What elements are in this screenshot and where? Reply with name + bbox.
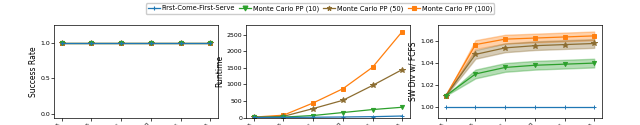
Y-axis label: Runtime: Runtime bbox=[215, 55, 224, 87]
Y-axis label: SW Div w/ FCFS: SW Div w/ FCFS bbox=[409, 42, 418, 101]
Legend: First-Come-First-Serve, Monte Carlo PP (10), Monte Carlo PP (50), Monte Carlo PP: First-Come-First-Serve, Monte Carlo PP (… bbox=[146, 3, 494, 14]
Y-axis label: Success Rate: Success Rate bbox=[29, 46, 38, 96]
